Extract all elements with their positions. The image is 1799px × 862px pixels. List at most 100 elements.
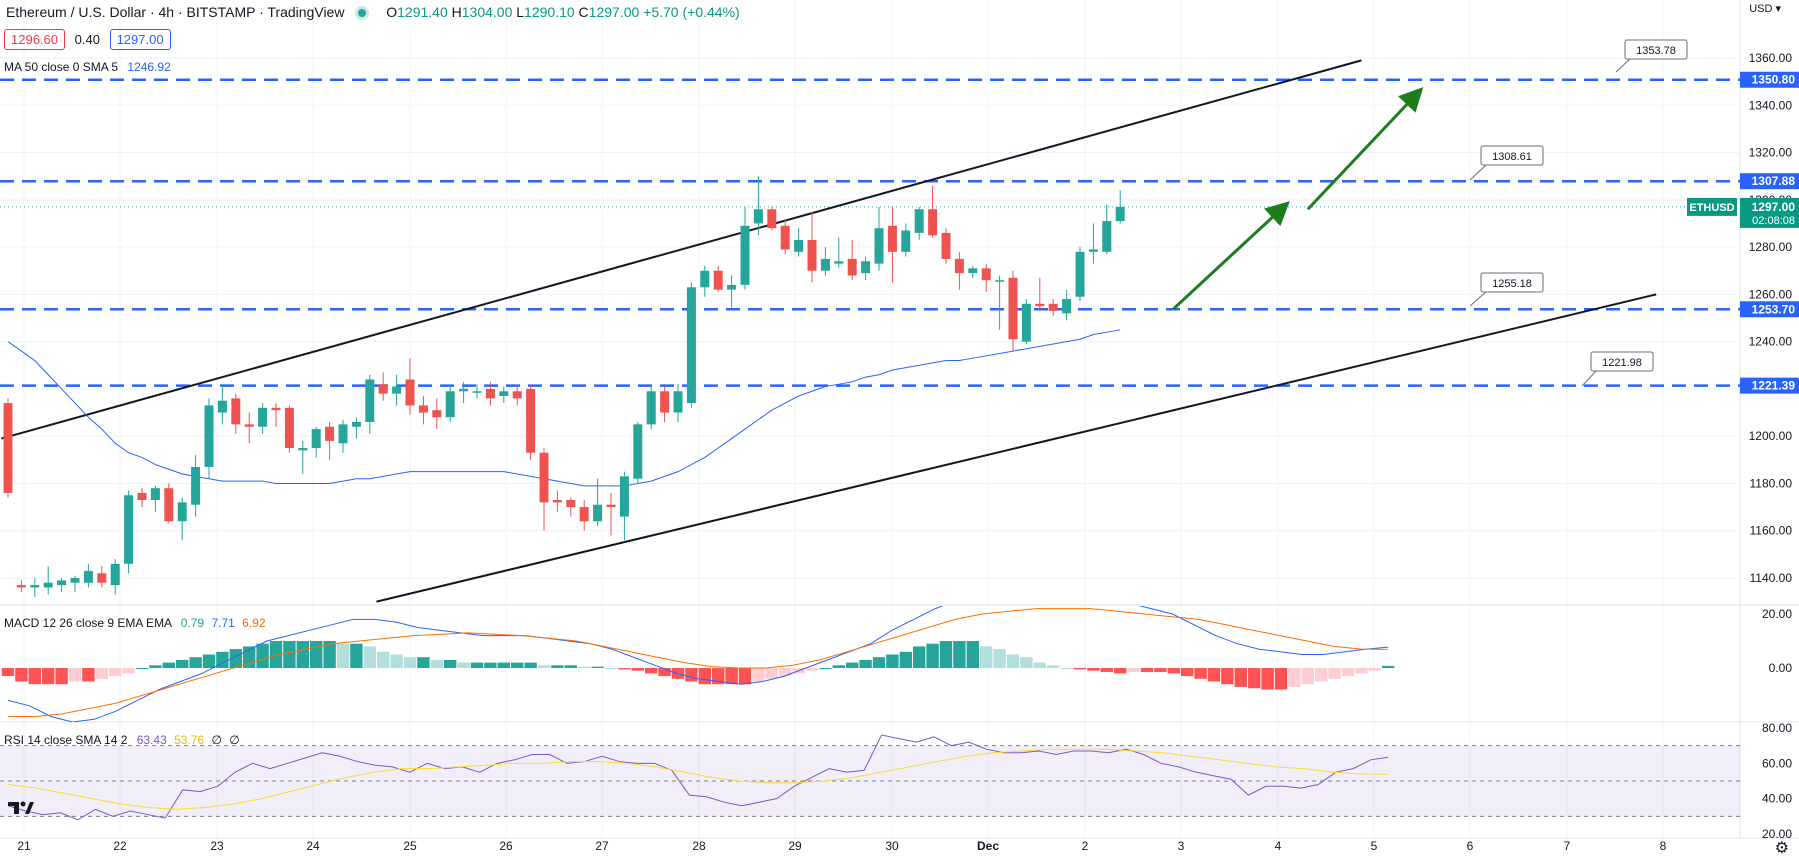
currency-selector[interactable]: USD ▾ bbox=[1749, 2, 1781, 15]
candle-body bbox=[1102, 221, 1112, 252]
candle-body bbox=[686, 287, 696, 404]
candle-body bbox=[258, 407, 268, 427]
macd-histogram-bar bbox=[457, 662, 470, 668]
date-axis-tick: 24 bbox=[306, 839, 320, 853]
macd-histogram-bar bbox=[913, 646, 926, 668]
macd-histogram-bar bbox=[591, 666, 604, 668]
rsi-legend[interactable]: RSI 14 close SMA 14 2 63.43 53.76 ∅ ∅ bbox=[4, 733, 240, 747]
candle-body bbox=[137, 492, 147, 500]
tradingview-logo-icon[interactable] bbox=[8, 798, 34, 822]
price-note-pointer bbox=[1615, 57, 1632, 73]
candle-body bbox=[405, 379, 415, 406]
macd-histogram-bar bbox=[1127, 668, 1140, 673]
macd-histogram-bar bbox=[176, 659, 189, 668]
price-note-box bbox=[1590, 351, 1654, 372]
date-axis-tick: Dec bbox=[977, 839, 999, 853]
current-price-tag-text: 1297.00 bbox=[1752, 200, 1796, 214]
macd-histogram-bar bbox=[779, 668, 792, 677]
macd-histogram-bar bbox=[993, 649, 1006, 668]
candle-body bbox=[593, 504, 603, 522]
ticker-tag-text: ETHUSD bbox=[1689, 202, 1734, 214]
sell-price-button[interactable]: 1296.60 bbox=[4, 29, 65, 50]
price-note-box bbox=[1624, 39, 1688, 60]
macd-histogram-bar bbox=[752, 668, 765, 682]
open-label: O bbox=[386, 4, 398, 20]
candle-body bbox=[392, 386, 402, 394]
rsi-axis-tick: 60.00 bbox=[1762, 756, 1792, 770]
rsi-value-1: 63.43 bbox=[136, 733, 167, 747]
low-label: L bbox=[516, 4, 525, 20]
macd-histogram-bar bbox=[1194, 668, 1207, 679]
candle-body bbox=[177, 502, 187, 522]
candle-body bbox=[30, 585, 40, 588]
candle-body bbox=[794, 240, 804, 252]
symbol-title[interactable]: Ethereum / U.S. Dollar · 4h · BITSTAMP ·… bbox=[6, 4, 345, 20]
macd-histogram-bar bbox=[377, 651, 390, 668]
macd-histogram-bar bbox=[1154, 668, 1167, 673]
macd-histogram-bar bbox=[82, 668, 95, 682]
candle-body bbox=[566, 500, 576, 508]
macd-histogram-bar bbox=[685, 668, 698, 682]
price-axis-tick: 1260.00 bbox=[1749, 287, 1793, 301]
macd-histogram-bar bbox=[430, 659, 443, 668]
level-price-tag bbox=[1740, 301, 1799, 318]
macd-histogram-bar bbox=[819, 668, 832, 669]
candle-body bbox=[1008, 277, 1018, 340]
candle-body bbox=[552, 500, 562, 503]
candle-body bbox=[834, 261, 844, 264]
macd-histogram-bar bbox=[765, 668, 778, 679]
candle-body bbox=[83, 570, 93, 583]
macd-histogram-bar bbox=[1, 668, 15, 677]
candle-body bbox=[740, 225, 750, 285]
candle-body bbox=[351, 422, 361, 427]
chevron-down-icon: ▾ bbox=[1772, 3, 1781, 15]
candle-body bbox=[633, 424, 643, 479]
level-price-tag-text: 1253.70 bbox=[1752, 302, 1796, 316]
macd-histogram-bar bbox=[1328, 668, 1341, 679]
macd-histogram-bar bbox=[738, 668, 752, 685]
candle-body bbox=[1048, 303, 1058, 311]
price-axis-tick: 1360.00 bbox=[1749, 51, 1793, 65]
candle-body bbox=[1115, 206, 1125, 222]
macd-legend[interactable]: MACD 12 26 close 9 EMA EMA 0.79 7.71 6.9… bbox=[4, 616, 266, 630]
macd-histogram-bar bbox=[1288, 668, 1301, 687]
macd-axis-tick: 20.00 bbox=[1762, 607, 1792, 621]
bid-ask-row: 1296.60 0.40 1297.00 bbox=[4, 29, 177, 50]
price-axis-tick: 1160.00 bbox=[1750, 524, 1793, 538]
settings-gear-icon[interactable]: ⚙ bbox=[1774, 840, 1789, 857]
level-price-tag bbox=[1740, 377, 1799, 394]
macd-histogram-bar bbox=[1060, 668, 1073, 669]
price-axis-tick: 1280.00 bbox=[1749, 240, 1793, 254]
ma-legend[interactable]: MA 50 close 0 SMA 5 1246.92 bbox=[4, 60, 171, 74]
candle-body bbox=[1075, 251, 1085, 297]
macd-histogram-bar bbox=[524, 662, 537, 668]
price-axis-tick: 1240.00 bbox=[1749, 335, 1793, 349]
macd-histogram-bar bbox=[55, 668, 68, 685]
candle-body bbox=[231, 398, 241, 425]
date-axis-tick: 22 bbox=[113, 839, 127, 853]
price-axis-tick: 1180.00 bbox=[1750, 476, 1793, 490]
candle-body bbox=[673, 391, 683, 413]
ma-label: MA 50 close 0 SMA 5 bbox=[4, 60, 119, 74]
level-price-tag-text: 1307.88 bbox=[1752, 174, 1796, 188]
candle-body bbox=[861, 261, 871, 274]
date-axis-tick: 26 bbox=[499, 839, 513, 853]
macd-histogram-bar bbox=[511, 662, 524, 668]
macd-histogram-bar bbox=[886, 654, 899, 668]
buy-price-button[interactable]: 1297.00 bbox=[109, 29, 171, 50]
grid bbox=[0, 0, 1740, 838]
candle-body bbox=[1021, 303, 1031, 342]
close-value: 1297.00 bbox=[588, 4, 640, 20]
macd-histogram-bar bbox=[390, 654, 403, 668]
macd-histogram-bar bbox=[1341, 668, 1355, 677]
macd-histogram-bar bbox=[604, 668, 618, 669]
price-note-pointer bbox=[1581, 369, 1598, 387]
macd-histogram-bar bbox=[1167, 668, 1180, 674]
rsi-axis-tick: 40.00 bbox=[1762, 792, 1792, 806]
macd-value-3: 6.92 bbox=[242, 616, 266, 630]
macd-histogram-bar bbox=[444, 659, 457, 668]
candle-body bbox=[217, 400, 227, 413]
rsi-label: RSI 14 close SMA 14 2 bbox=[4, 733, 128, 747]
